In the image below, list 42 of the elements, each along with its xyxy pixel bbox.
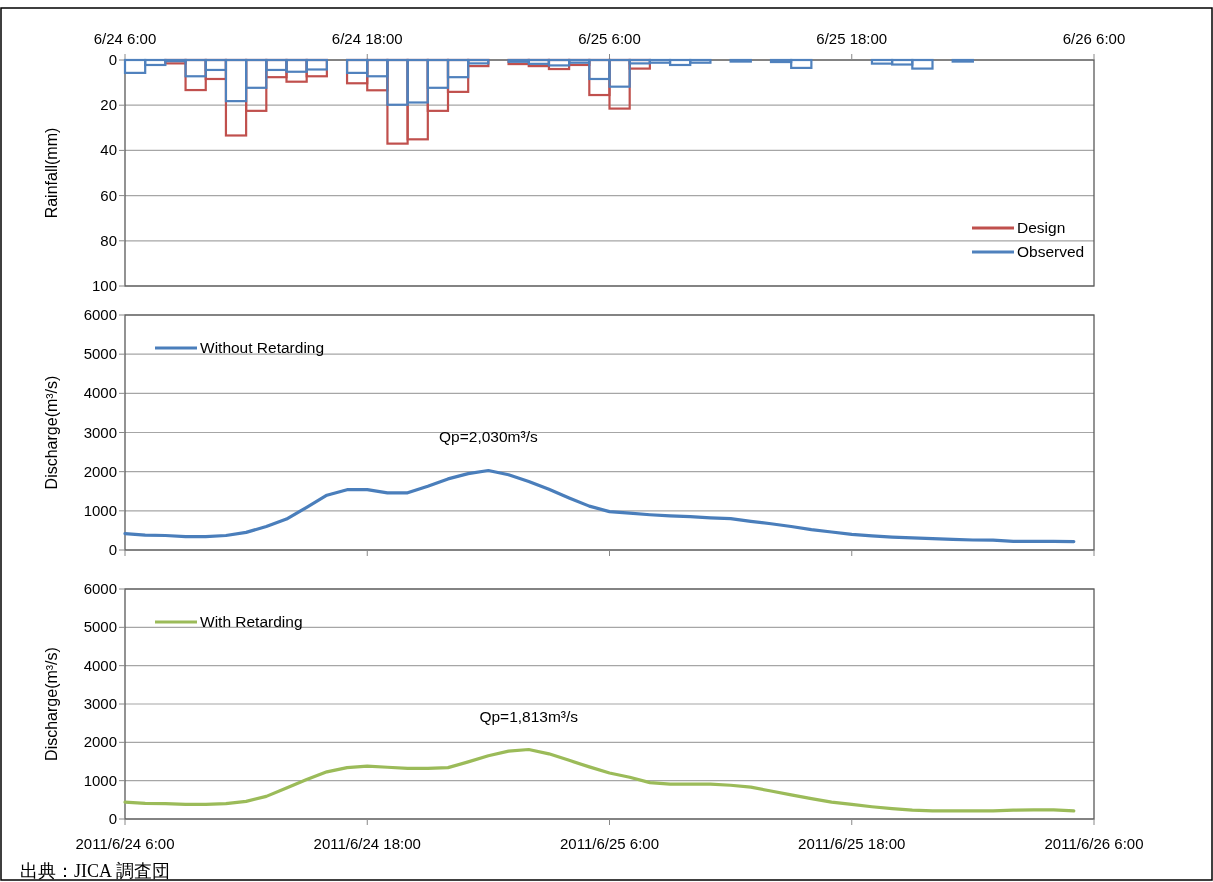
x-tick-label: 6/26 6:00 xyxy=(1062,30,1126,47)
y-tick-label: 4000 xyxy=(83,656,117,674)
y-axis-title: Discharge(m³/s) xyxy=(43,647,60,761)
y-tick-label: 5000 xyxy=(83,618,117,636)
y-tick-label: 60 xyxy=(100,186,117,204)
x-tick-label: 6/25 18:00 xyxy=(816,30,888,47)
y-tick-label: 80 xyxy=(100,231,117,249)
x-tick-label: 6/24 18:00 xyxy=(331,30,403,47)
x-tick-label: 2011/6/25 6:00 xyxy=(560,835,659,852)
y-tick-label: 40 xyxy=(100,141,117,159)
y-tick-label: 0 xyxy=(108,541,117,558)
legend: Without Retarding xyxy=(155,339,325,356)
y-tick-label: 1000 xyxy=(83,771,117,789)
y-tick-label: 6000 xyxy=(83,580,117,597)
x-tick-label: 2011/6/24 6:00 xyxy=(75,835,175,852)
x-tick-label: 2011/6/26 6:00 xyxy=(1044,835,1144,852)
y-tick-label: 0 xyxy=(108,51,117,68)
y-axis-title: Discharge(m³/s) xyxy=(43,375,60,490)
y-axis-title: Rainfall(mm) xyxy=(43,127,60,219)
y-tick-label: 20 xyxy=(100,96,117,114)
x-tick-label: 2011/6/25 18:00 xyxy=(798,835,906,852)
y-tick-label: 100 xyxy=(91,277,117,294)
legend-label: With Retarding xyxy=(200,613,303,630)
y-tick-label: 5000 xyxy=(83,345,117,363)
x-tick-label: 2011/6/24 18:00 xyxy=(313,835,421,852)
annotation: Qp=1,813m³/s xyxy=(479,707,579,725)
legend-label: Design xyxy=(1017,219,1066,236)
y-tick-label: 3000 xyxy=(83,423,117,441)
y-tick-label: 3000 xyxy=(83,695,117,712)
legend-label: Observed xyxy=(1017,243,1085,260)
x-tick-label: 6/25 6:00 xyxy=(578,30,641,47)
y-tick-label: 1000 xyxy=(83,501,117,519)
legend-label: Without Retarding xyxy=(200,339,325,356)
y-tick-label: 2000 xyxy=(83,733,117,751)
legend: With Retarding xyxy=(155,613,303,630)
annotation: Qp=2,030m³/s xyxy=(439,428,538,446)
source-note: 出典：JICA 調査団 xyxy=(20,861,170,881)
y-tick-label: 2000 xyxy=(83,462,117,480)
y-tick-label: 6000 xyxy=(83,306,117,323)
y-tick-label: 4000 xyxy=(83,384,117,402)
x-tick-label: 6/24 6:00 xyxy=(93,30,157,47)
y-tick-label: 0 xyxy=(108,810,117,827)
